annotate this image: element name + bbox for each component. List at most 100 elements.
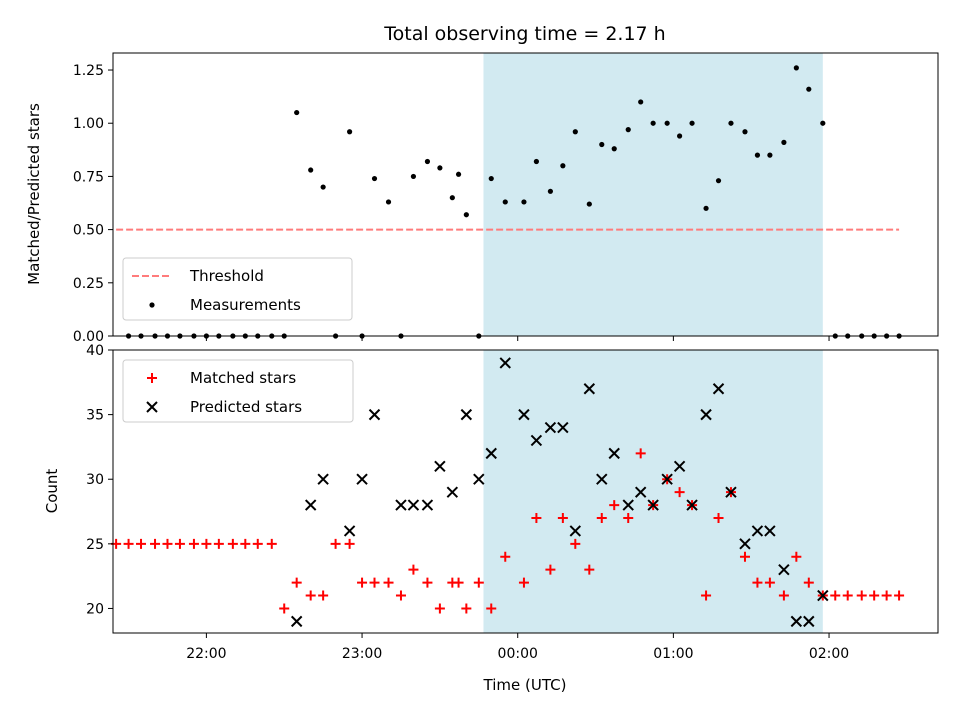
- y-tick-label: 40: [86, 343, 104, 359]
- data-point: [586, 201, 592, 207]
- data-point: [227, 538, 238, 549]
- data-point: [764, 577, 775, 588]
- data-point: [764, 525, 776, 537]
- data-point: [446, 486, 459, 498]
- data-point: [742, 129, 748, 135]
- highlight-span: [483, 350, 823, 633]
- data-point: [754, 152, 761, 158]
- data-point: [674, 487, 685, 498]
- data-point: [712, 383, 725, 395]
- legend-handle: [147, 373, 157, 383]
- legend-box: [122, 359, 354, 423]
- data-point: [856, 590, 867, 601]
- data-point: [596, 473, 608, 485]
- data-point: [673, 460, 686, 473]
- data-point: [778, 563, 790, 576]
- panel-ratio: 0.00 0.25 0.50 0.75 1.00 1.25 Threshold Measure…: [73, 52, 939, 345]
- data-point: [500, 551, 511, 562]
- y-tick-label: 1.00: [73, 116, 104, 132]
- data-point: [357, 577, 368, 588]
- data-point: [608, 447, 620, 460]
- data-point: [408, 564, 419, 575]
- data-point: [461, 603, 472, 614]
- data-point: [545, 564, 556, 575]
- data-point: [703, 205, 709, 211]
- x-tick-label: 01:00: [653, 646, 693, 662]
- data-point: [252, 538, 263, 549]
- data-point: [308, 167, 314, 173]
- data-point: [347, 129, 353, 135]
- data-point: [751, 525, 764, 537]
- data-point: [174, 538, 185, 549]
- data-point: [530, 434, 543, 447]
- legend-label: Matched stars: [190, 369, 296, 387]
- data-point: [291, 577, 302, 588]
- data-point: [213, 538, 224, 549]
- data-point: [485, 447, 497, 460]
- data-point: [638, 99, 644, 105]
- data-point: [294, 109, 300, 116]
- y-tick-label: 25: [86, 537, 104, 553]
- data-point: [395, 590, 406, 601]
- data-point: [330, 538, 341, 549]
- data-point: [266, 538, 277, 549]
- data-point: [791, 551, 802, 562]
- data-point: [383, 577, 394, 588]
- data-point: [499, 357, 511, 369]
- y-tick-label: 0.75: [73, 169, 104, 185]
- data-point: [463, 212, 469, 218]
- data-point: [661, 473, 673, 485]
- data-point: [343, 525, 356, 537]
- data-point: [434, 460, 446, 473]
- data-point: [635, 448, 646, 459]
- data-point: [544, 421, 557, 434]
- data-point: [728, 120, 734, 126]
- x-tick-label: 22:00: [186, 646, 226, 662]
- y-tick-label: 35: [86, 408, 104, 424]
- data-point: [842, 590, 853, 601]
- data-point: [240, 538, 251, 549]
- data-point: [560, 163, 566, 169]
- y-tick-label: 0.50: [73, 223, 104, 239]
- data-point: [803, 577, 814, 588]
- legend-label: Predicted stars: [190, 398, 302, 416]
- data-point: [502, 199, 508, 205]
- data-point: [188, 538, 199, 549]
- data-point: [820, 120, 826, 126]
- y-tick-label: 1.25: [73, 63, 104, 79]
- data-point: [369, 577, 380, 588]
- legend-box: [122, 257, 353, 321]
- data-point: [488, 175, 494, 182]
- data-point: [421, 499, 434, 511]
- legend-handle: [149, 302, 155, 308]
- data-point: [304, 499, 317, 511]
- data-point: [385, 199, 392, 205]
- x-axis-label: Time (UTC): [483, 676, 567, 694]
- data-point: [453, 577, 464, 588]
- data-point: [318, 590, 329, 601]
- series-matched-stars: [111, 448, 905, 614]
- axes-frame: [112, 52, 939, 337]
- data-point: [434, 603, 445, 614]
- data-point: [557, 421, 569, 434]
- data-point: [778, 590, 789, 601]
- legend-label: Threshold: [189, 267, 264, 285]
- data-point: [572, 129, 578, 135]
- data-point: [739, 551, 750, 562]
- data-point: [713, 512, 724, 523]
- data-point: [599, 141, 605, 148]
- data-point: [290, 615, 303, 628]
- data-point: [894, 590, 905, 601]
- data-point: [407, 499, 420, 511]
- data-point: [395, 499, 407, 511]
- data-point: [725, 486, 737, 498]
- data-point: [584, 564, 595, 575]
- data-point: [424, 158, 431, 165]
- data-point: [830, 590, 841, 601]
- data-point: [793, 65, 799, 71]
- data-point: [623, 512, 634, 523]
- data-point: [449, 195, 455, 201]
- y-tick-label: 30: [86, 472, 104, 488]
- legend: Threshold Measurements: [122, 257, 353, 321]
- legend-handle: [146, 401, 158, 413]
